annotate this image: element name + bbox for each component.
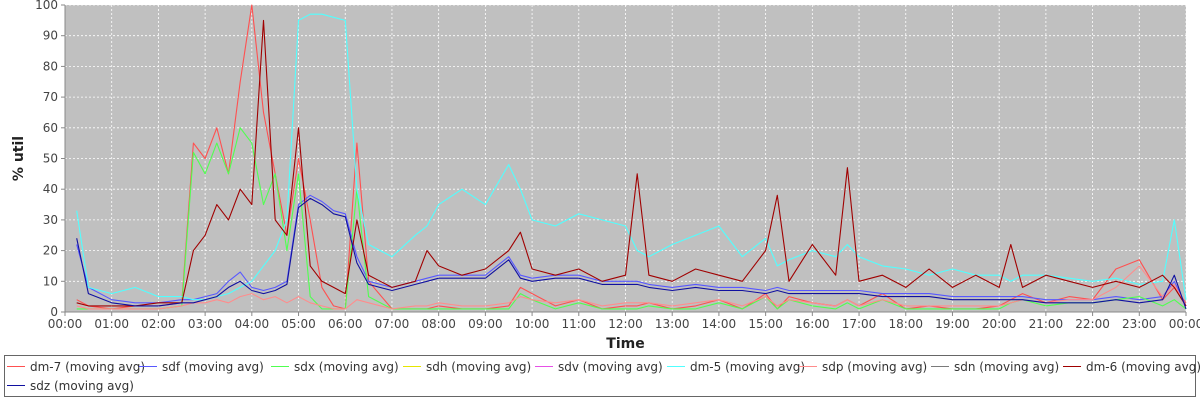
x-tick-label: 13:00 — [655, 317, 690, 331]
y-tick-label: 30 — [43, 213, 58, 227]
series-line-sdp — [76, 265, 1187, 310]
legend-swatch — [667, 366, 685, 367]
x-tick-label: 05:00 — [281, 317, 316, 331]
x-tick-label: 11:00 — [561, 317, 596, 331]
legend-label: sdx (moving avg) — [294, 359, 399, 374]
x-tick-label: 16:00 — [795, 317, 830, 331]
legend-item: sdf (moving avg) — [139, 357, 264, 376]
legend-item: sdh (moving avg) — [403, 357, 531, 376]
y-tick-label: 70 — [43, 90, 58, 104]
x-tick-label: 19:00 — [935, 317, 970, 331]
legend-label: sdn (moving avg) — [954, 359, 1060, 374]
legend-item: dm-7 (moving avg) — [7, 357, 145, 376]
y-tick-label: 20 — [43, 244, 58, 258]
x-tick-label: 23:00 — [1122, 317, 1157, 331]
x-tick-label: 02:00 — [141, 317, 176, 331]
y-axis-label: % util — [11, 136, 27, 181]
x-tick-label: 22:00 — [1075, 317, 1110, 331]
series-line-dm-6 — [76, 19, 1187, 307]
x-tick-label: 03:00 — [188, 317, 223, 331]
legend: dm-7 (moving avg) sdf (moving avg) sdx (mo… — [4, 355, 1200, 397]
legend-swatch — [799, 366, 817, 367]
x-tick-label: 15:00 — [748, 317, 783, 331]
x-axis-ticks: 00:00 01:00 02:00 03:00 04:00 05:00 06:00 07:00… — [48, 312, 1200, 331]
x-tick-label: 04:00 — [235, 317, 270, 331]
series-line-sdz — [76, 197, 1187, 310]
legend-item: dm-5 (moving avg) — [667, 357, 805, 376]
series-line-dm-5 — [76, 13, 1187, 301]
legend-item: dm-6 (moving avg) — [1063, 357, 1200, 376]
x-tick-label: 10:00 — [515, 317, 550, 331]
legend-swatch — [1063, 366, 1081, 367]
x-tick-label: 14:00 — [702, 317, 737, 331]
y-axis-ticks: 0 10 20 30 40 50 60 70 80 90 100 — [35, 0, 65, 319]
legend-label: sdh (moving avg) — [426, 359, 532, 374]
y-tick-label: 80 — [43, 59, 58, 73]
legend-item: sdp (moving avg) — [799, 357, 927, 376]
x-tick-label: 07:00 — [375, 317, 410, 331]
legend-label: dm-7 (moving avg) — [30, 359, 146, 374]
y-tick-label: 50 — [43, 152, 58, 166]
legend-label: sdf (moving avg) — [162, 359, 264, 374]
series-line-dm-7 — [76, 4, 1187, 310]
legend-swatch — [7, 366, 25, 367]
line-chart: 0 10 20 30 40 50 60 70 80 90 100 00:00 01:00 02:00 03… — [11, 0, 1200, 352]
y-tick-label: 90 — [43, 29, 58, 43]
x-tick-label: 17:00 — [842, 317, 877, 331]
y-tick-label: 40 — [43, 182, 58, 196]
legend-label: sdz (moving avg) — [30, 378, 134, 393]
legend-swatch — [931, 366, 949, 367]
legend-item: sdn (moving avg) — [931, 357, 1059, 376]
x-tick-label: 00:00 — [48, 317, 83, 331]
x-tick-label: 09:00 — [468, 317, 503, 331]
x-axis-label: Time — [606, 336, 644, 352]
legend-item: sdx (moving avg) — [271, 357, 399, 376]
y-tick-label: 100 — [35, 0, 58, 12]
x-tick-label: 06:00 — [328, 317, 363, 331]
legend-label: dm-6 (moving avg) — [1086, 359, 1200, 374]
x-tick-label: 18:00 — [888, 317, 923, 331]
legend-label: sdp (moving avg) — [822, 359, 928, 374]
series-line-sdx — [76, 127, 1187, 310]
legend-swatch — [271, 366, 289, 367]
y-tick-label: 60 — [43, 121, 58, 135]
legend-label: dm-5 (moving avg) — [690, 359, 806, 374]
grid-lines — [64, 4, 1187, 313]
legend-swatch — [139, 366, 157, 367]
y-tick-label: 0 — [50, 305, 58, 319]
y-tick-label: 10 — [43, 274, 58, 288]
legend-swatch — [403, 366, 421, 367]
x-tick-label: 08:00 — [421, 317, 456, 331]
legend-swatch — [535, 366, 553, 367]
legend-swatch — [7, 385, 25, 386]
x-tick-label: 21:00 — [1029, 317, 1064, 331]
legend-item: sdz (moving avg) — [7, 376, 134, 395]
x-tick-label: 01:00 — [94, 317, 129, 331]
x-tick-label: 20:00 — [982, 317, 1017, 331]
x-tick-label: 00:00 — [1169, 317, 1200, 331]
x-tick-label: 12:00 — [608, 317, 643, 331]
legend-item: sdv (moving avg) — [535, 357, 663, 376]
legend-label: sdv (moving avg) — [558, 359, 663, 374]
series-line-sdf — [76, 194, 1187, 307]
